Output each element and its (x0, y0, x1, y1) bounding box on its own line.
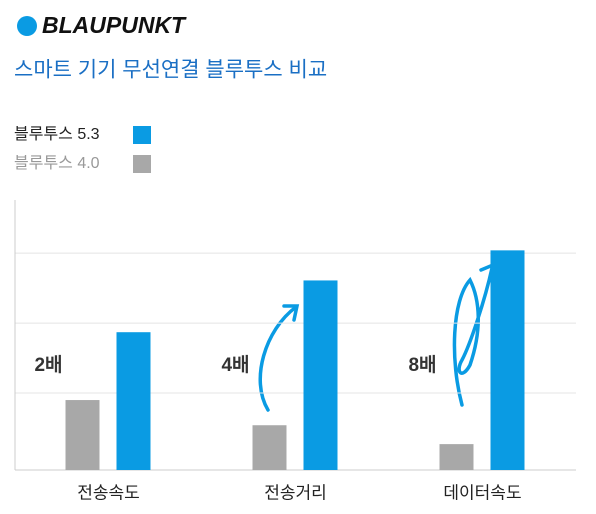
bar (65, 400, 100, 470)
arrow (452, 266, 494, 407)
legend-swatch (133, 126, 151, 144)
arrows (258, 262, 499, 412)
annotation: 8배 (408, 354, 436, 376)
arrow (258, 305, 298, 412)
logo-dot (17, 16, 37, 36)
annotation: 2배 (34, 354, 62, 376)
brand: BLAUPUNKT (42, 12, 187, 38)
legend-label: 블루투스 5.3 (14, 125, 100, 143)
x-tick-label: 전송속도 (77, 483, 140, 502)
arrow-head (282, 304, 300, 322)
annotation: 4배 (221, 354, 249, 376)
bar (439, 444, 474, 470)
chart-title: 스마트 기기 무선연결 블루투스 비교 (14, 59, 327, 82)
x-tick-label: 데이터속도 (443, 483, 521, 502)
legend-label: 블루투스 4.0 (14, 154, 100, 172)
bar (490, 250, 525, 470)
legend-swatch (133, 155, 151, 173)
bar (116, 332, 151, 470)
x-tick-label: 전송거리 (264, 483, 327, 502)
bar (252, 425, 287, 470)
bar (303, 280, 338, 470)
